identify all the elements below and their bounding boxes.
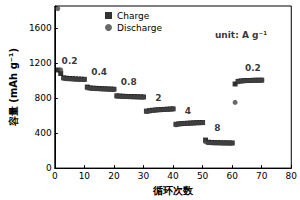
svg-text:50: 50: [197, 171, 209, 181]
svg-text:40: 40: [167, 171, 179, 181]
svg-text:400: 400: [35, 128, 52, 138]
svg-text:70: 70: [256, 171, 268, 181]
svg-text:0.4: 0.4: [91, 67, 107, 77]
svg-text:0: 0: [52, 171, 58, 181]
svg-text:4: 4: [185, 106, 191, 116]
svg-text:0.8: 0.8: [121, 77, 137, 87]
svg-text:8: 8: [214, 123, 220, 133]
svg-text:10: 10: [79, 171, 91, 181]
svg-text:30: 30: [138, 171, 150, 181]
svg-text:unit: A g⁻¹: unit: A g⁻¹: [215, 30, 267, 40]
svg-text:1200: 1200: [29, 58, 52, 68]
svg-text:800: 800: [35, 93, 52, 103]
svg-text:60: 60: [226, 171, 238, 181]
svg-text:0.2: 0.2: [62, 56, 78, 66]
svg-text:0: 0: [46, 163, 52, 174]
svg-text:0.2: 0.2: [245, 63, 261, 73]
svg-text:20: 20: [108, 171, 120, 181]
svg-text:80: 80: [286, 171, 298, 181]
svg-text:循环次数: 循环次数: [152, 185, 194, 196]
svg-text:Discharge: Discharge: [117, 23, 163, 33]
svg-text:容量 (mAh g⁻¹): 容量 (mAh g⁻¹): [8, 48, 19, 127]
svg-text:1600: 1600: [29, 23, 52, 33]
svg-text:Charge: Charge: [117, 11, 150, 21]
svg-text:2: 2: [155, 93, 161, 103]
